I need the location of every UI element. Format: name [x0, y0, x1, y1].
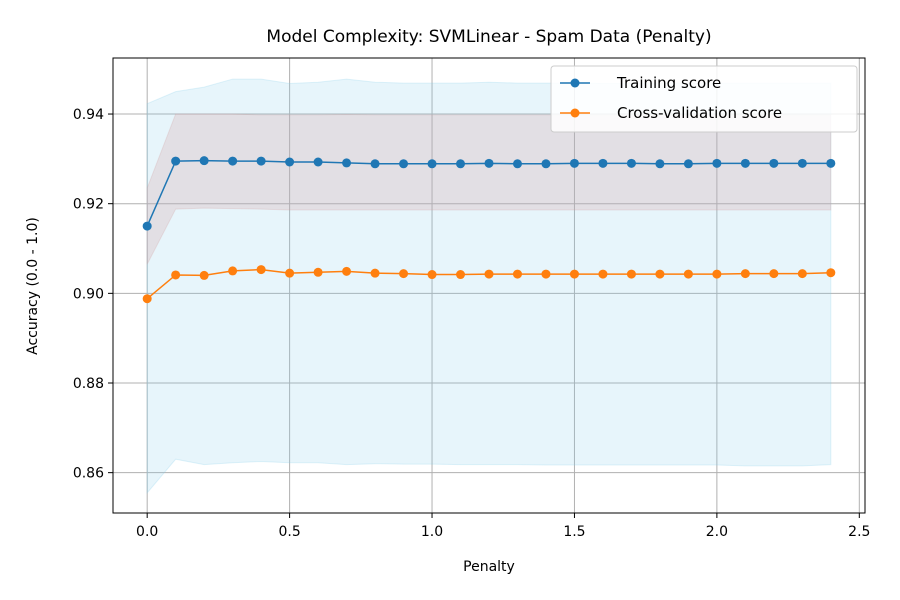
point-training — [484, 158, 494, 168]
point-cross-validation — [370, 268, 380, 278]
point-cross-validation — [399, 269, 409, 279]
legend-box — [550, 65, 858, 133]
point-training — [683, 159, 693, 169]
point-cross-validation — [142, 294, 152, 304]
point-cross-validation — [256, 265, 266, 275]
plot-area: 0.0 0.5 1.0 1.5 2.0 2.5 0.86 0.88 0.90 0.92 0.94 — [73, 57, 871, 540]
point-cross-validation — [569, 269, 579, 279]
point-cross-validation — [228, 266, 238, 276]
point-training — [256, 156, 266, 166]
point-training — [456, 159, 466, 169]
point-cross-validation — [512, 269, 522, 279]
y-tick-label: 0.94 — [73, 107, 104, 123]
legend-label-cross-validation: Cross-validation score — [617, 104, 782, 122]
y-tick-label: 0.86 — [73, 466, 104, 482]
point-cross-validation — [427, 270, 437, 280]
y-tick-label: 0.92 — [73, 197, 104, 213]
legend-marker-cross-validation — [570, 108, 580, 118]
point-training — [171, 156, 181, 166]
chart-title: Model Complexity: SVMLinear - Spam Data … — [266, 27, 711, 47]
point-cross-validation — [626, 269, 636, 279]
plot-frame — [112, 57, 866, 514]
point-training — [769, 158, 779, 168]
x-tick-label: 0.5 — [278, 524, 300, 540]
point-cross-validation — [484, 269, 494, 279]
point-training — [342, 158, 352, 168]
legend-label-training: Training score — [616, 74, 721, 92]
point-training — [427, 159, 437, 169]
x-axis-label: Penalty — [463, 559, 515, 575]
x-tick-label: 2.5 — [848, 524, 870, 540]
point-training — [598, 158, 608, 168]
point-cross-validation — [285, 268, 295, 278]
axis-ticks: 0.0 0.5 1.0 1.5 2.0 2.5 0.86 0.88 0.90 0.92 0.94 — [73, 107, 871, 540]
x-tick-label: 1.0 — [421, 524, 443, 540]
point-training — [142, 221, 152, 231]
point-cross-validation — [740, 269, 750, 279]
point-training — [655, 159, 665, 169]
point-cross-validation — [598, 269, 608, 279]
legend: Training score Cross-validation score — [550, 65, 858, 133]
point-cross-validation — [826, 268, 836, 278]
band-cross-validation — [146, 113, 832, 265]
point-training — [826, 158, 836, 168]
point-cross-validation — [655, 269, 665, 279]
point-cross-validation — [683, 269, 693, 279]
band-training — [146, 78, 832, 495]
point-training — [370, 159, 380, 169]
point-training — [399, 159, 409, 169]
point-cross-validation — [712, 269, 722, 279]
point-training — [512, 159, 522, 169]
x-tick-label: 2.0 — [706, 524, 728, 540]
point-training — [569, 158, 579, 168]
point-training — [313, 157, 323, 167]
y-tick-label: 0.90 — [73, 286, 104, 302]
point-cross-validation — [456, 270, 466, 280]
point-cross-validation — [313, 267, 323, 277]
legend-marker-training — [570, 78, 580, 88]
point-cross-validation — [342, 266, 352, 276]
confidence-bands — [146, 78, 832, 495]
x-tick-label: 1.5 — [563, 524, 585, 540]
point-cross-validation — [769, 269, 779, 279]
point-training — [626, 158, 636, 168]
point-training — [740, 158, 750, 168]
point-training — [228, 156, 238, 166]
x-tick-label: 0.0 — [136, 524, 158, 540]
point-cross-validation — [171, 270, 181, 280]
point-training — [199, 156, 209, 166]
y-axis-label: Accuracy (0.0 - 1.0) — [25, 217, 41, 355]
point-training — [285, 157, 295, 167]
series-lines — [142, 156, 836, 304]
point-cross-validation — [541, 269, 551, 279]
y-tick-label: 0.88 — [73, 376, 104, 392]
point-cross-validation — [797, 269, 807, 279]
point-training — [797, 158, 807, 168]
point-training — [712, 158, 722, 168]
point-cross-validation — [199, 270, 209, 280]
point-training — [541, 159, 551, 169]
